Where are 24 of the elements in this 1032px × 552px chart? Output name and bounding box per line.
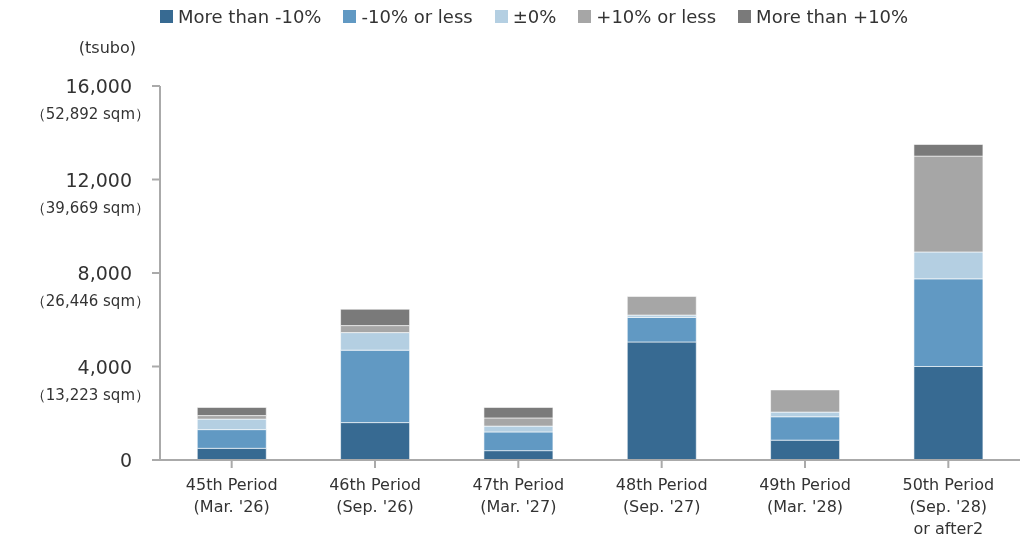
text: （39,669 sqm） (30, 198, 150, 217)
y-tick-label: 8,000 (77, 262, 132, 284)
legend-label: More than +10% (756, 6, 909, 27)
legend-label: -10% or less (361, 6, 473, 27)
bar (626, 296, 697, 316)
x-tick-label: 48th Period (Sep. '27) (615, 475, 708, 516)
bar (196, 407, 267, 416)
y-tick-label: 0 (119, 449, 132, 471)
x-tick-label: 45th Period (Mar. '26) (185, 475, 278, 516)
x-tick-label: 47th Period (Mar. '27) (472, 475, 565, 516)
text: （26,446 sqm） (30, 292, 150, 310)
bar (770, 389, 840, 413)
y-axis-title: (tsubo) (78, 38, 136, 57)
y-tick-label: 12,000 (65, 168, 132, 191)
y-tick-label: 16,000 (65, 75, 132, 97)
x-tick-label: 46th Period (Sep. '26) (329, 475, 421, 516)
legend-label: +10% or less (596, 6, 717, 27)
legend-label: ±0% (512, 6, 557, 27)
y-tick-label: 4,000 (77, 355, 132, 378)
text: （52,892 sqm） (30, 105, 150, 123)
legend-label: More than -10% (178, 6, 322, 27)
x-tick-label: 49th Period (Mar. '28) (759, 475, 851, 516)
x-tick-label: 50th Period (Sep. '28) or after2 (902, 475, 995, 538)
text: （13,223 sqm） (30, 385, 150, 404)
